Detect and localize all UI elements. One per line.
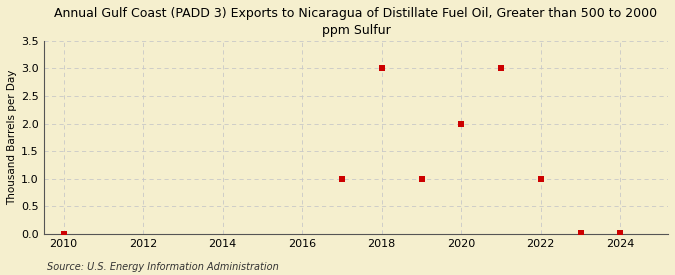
Point — [416, 177, 427, 181]
Point — [615, 231, 626, 235]
Point — [535, 177, 546, 181]
Point — [575, 231, 586, 235]
Point — [58, 232, 69, 236]
Text: Source: U.S. Energy Information Administration: Source: U.S. Energy Information Administ… — [47, 262, 279, 272]
Point — [377, 66, 387, 71]
Title: Annual Gulf Coast (PADD 3) Exports to Nicaragua of Distillate Fuel Oil, Greater : Annual Gulf Coast (PADD 3) Exports to Ni… — [54, 7, 657, 37]
Point — [337, 177, 348, 181]
Y-axis label: Thousand Barrels per Day: Thousand Barrels per Day — [7, 70, 17, 205]
Point — [456, 122, 466, 126]
Point — [495, 66, 506, 71]
